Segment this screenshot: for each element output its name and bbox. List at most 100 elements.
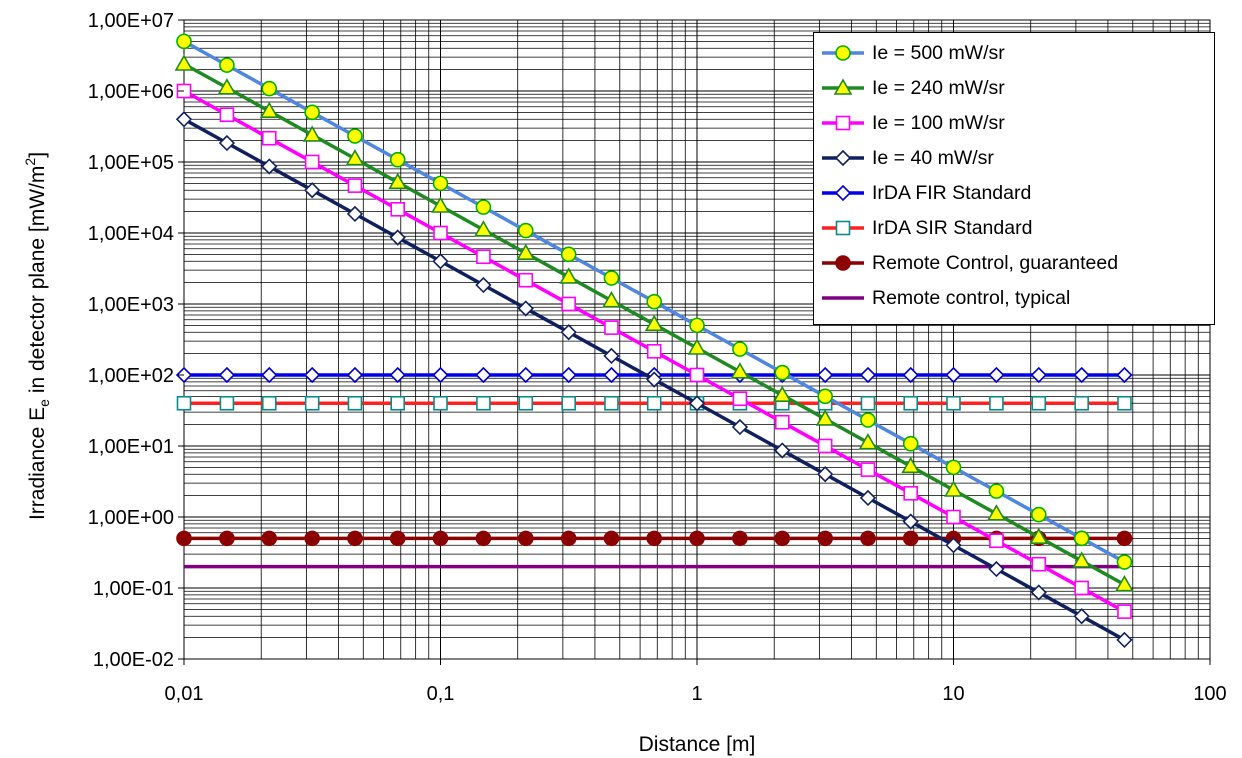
data-point	[475, 530, 492, 547]
data-point	[560, 530, 577, 547]
data-point	[517, 222, 534, 239]
x-tick-label: 0,01	[165, 683, 204, 705]
data-point	[1072, 551, 1092, 568]
legend: Ie = 500 mW/sr Ie = 240 mW/sr Ie = 100 m…	[813, 32, 1215, 325]
data-point	[902, 513, 919, 530]
data-point	[561, 296, 576, 312]
series-7	[176, 530, 1133, 547]
y-tick-label: 1,00E+02	[88, 365, 174, 387]
data-point	[988, 483, 1005, 499]
y-tick-label: 1,00E+06	[88, 81, 174, 103]
legend-swatch	[822, 115, 864, 131]
data-point	[772, 385, 792, 403]
data-point	[946, 395, 961, 411]
data-point	[347, 395, 363, 411]
series-1	[176, 33, 1133, 570]
data-point	[432, 175, 449, 192]
data-point	[903, 486, 919, 501]
data-point	[987, 504, 1006, 521]
data-point	[817, 466, 834, 483]
y-tick-label: 1,00E+04	[88, 223, 174, 245]
data-point	[817, 530, 833, 547]
data-point	[390, 202, 406, 217]
data-point	[261, 80, 278, 97]
data-point	[945, 366, 962, 384]
y-axis-label: Irradiance Ee in detector plane [mW/m2]	[22, 152, 52, 520]
legend-swatch	[822, 220, 864, 236]
data-point	[646, 371, 663, 388]
data-point	[902, 366, 919, 384]
data-point	[517, 300, 534, 317]
data-point	[1073, 608, 1090, 625]
data-point	[732, 391, 748, 407]
x-tick-label: 100	[1193, 683, 1226, 705]
data-point	[817, 366, 834, 384]
data-point	[174, 54, 194, 71]
data-point	[1030, 584, 1047, 601]
data-point	[1073, 366, 1090, 384]
data-point	[859, 366, 877, 384]
data-point	[646, 530, 663, 547]
data-point	[389, 366, 406, 384]
data-point	[731, 418, 749, 436]
data-point	[261, 130, 277, 146]
x-tick-label: 1	[691, 683, 702, 705]
data-point	[860, 530, 876, 547]
data-point	[644, 314, 664, 332]
data-point	[945, 459, 962, 476]
legend-swatch	[822, 296, 864, 300]
legend-item: Ie = 240 mW/sr	[814, 71, 1214, 105]
data-point	[219, 107, 235, 123]
data-point	[1074, 395, 1089, 411]
data-point	[603, 347, 620, 365]
data-point	[389, 530, 406, 547]
data-point	[217, 78, 237, 95]
data-point	[1030, 506, 1047, 523]
data-point	[732, 530, 748, 547]
data-point	[730, 362, 750, 379]
data-point	[1073, 530, 1090, 547]
data-point	[689, 367, 705, 383]
series-5	[175, 366, 1133, 384]
data-point	[815, 409, 835, 426]
data-point	[561, 395, 576, 411]
data-point	[646, 344, 662, 359]
data-point	[560, 366, 577, 384]
data-point	[432, 530, 449, 547]
y-tick-label: 1,00E+01	[88, 436, 174, 458]
legend-label: Remote Control, guaranteed	[872, 252, 1119, 274]
legend-label: Remote control, typical	[872, 287, 1071, 309]
data-point	[219, 57, 235, 73]
data-point	[261, 530, 278, 547]
legend-swatch	[822, 149, 864, 167]
legend-swatch	[822, 78, 864, 95]
data-point	[347, 178, 363, 193]
y-tick-label: 1,00E-02	[93, 649, 174, 671]
data-point	[834, 149, 852, 167]
data-point	[261, 158, 278, 175]
data-point	[474, 220, 493, 237]
y-tick-label: 1,00E+05	[88, 152, 174, 174]
data-point	[518, 395, 534, 411]
data-point	[517, 366, 534, 384]
data-point	[603, 366, 620, 384]
data-point	[304, 530, 320, 547]
legend-label: Ie = 40 mW/sr	[872, 147, 994, 169]
legend-label: Ie = 240 mW/sr	[872, 77, 1005, 99]
data-point	[1029, 527, 1049, 545]
legend-label: IrDA FIR Standard	[872, 182, 1032, 204]
data-point	[1115, 575, 1134, 592]
data-point	[176, 395, 192, 411]
data-point	[774, 364, 791, 381]
x-axis-ticks: 0,01 0,1 1 10 100	[165, 659, 1227, 705]
data-point	[1116, 530, 1133, 547]
data-point	[603, 270, 620, 286]
data-point	[475, 366, 492, 384]
data-point	[817, 438, 833, 454]
data-point	[988, 560, 1005, 578]
data-point	[901, 456, 921, 474]
series-layer	[174, 33, 1134, 649]
series-6	[176, 395, 1132, 411]
data-point	[388, 172, 408, 190]
data-point	[347, 530, 363, 547]
